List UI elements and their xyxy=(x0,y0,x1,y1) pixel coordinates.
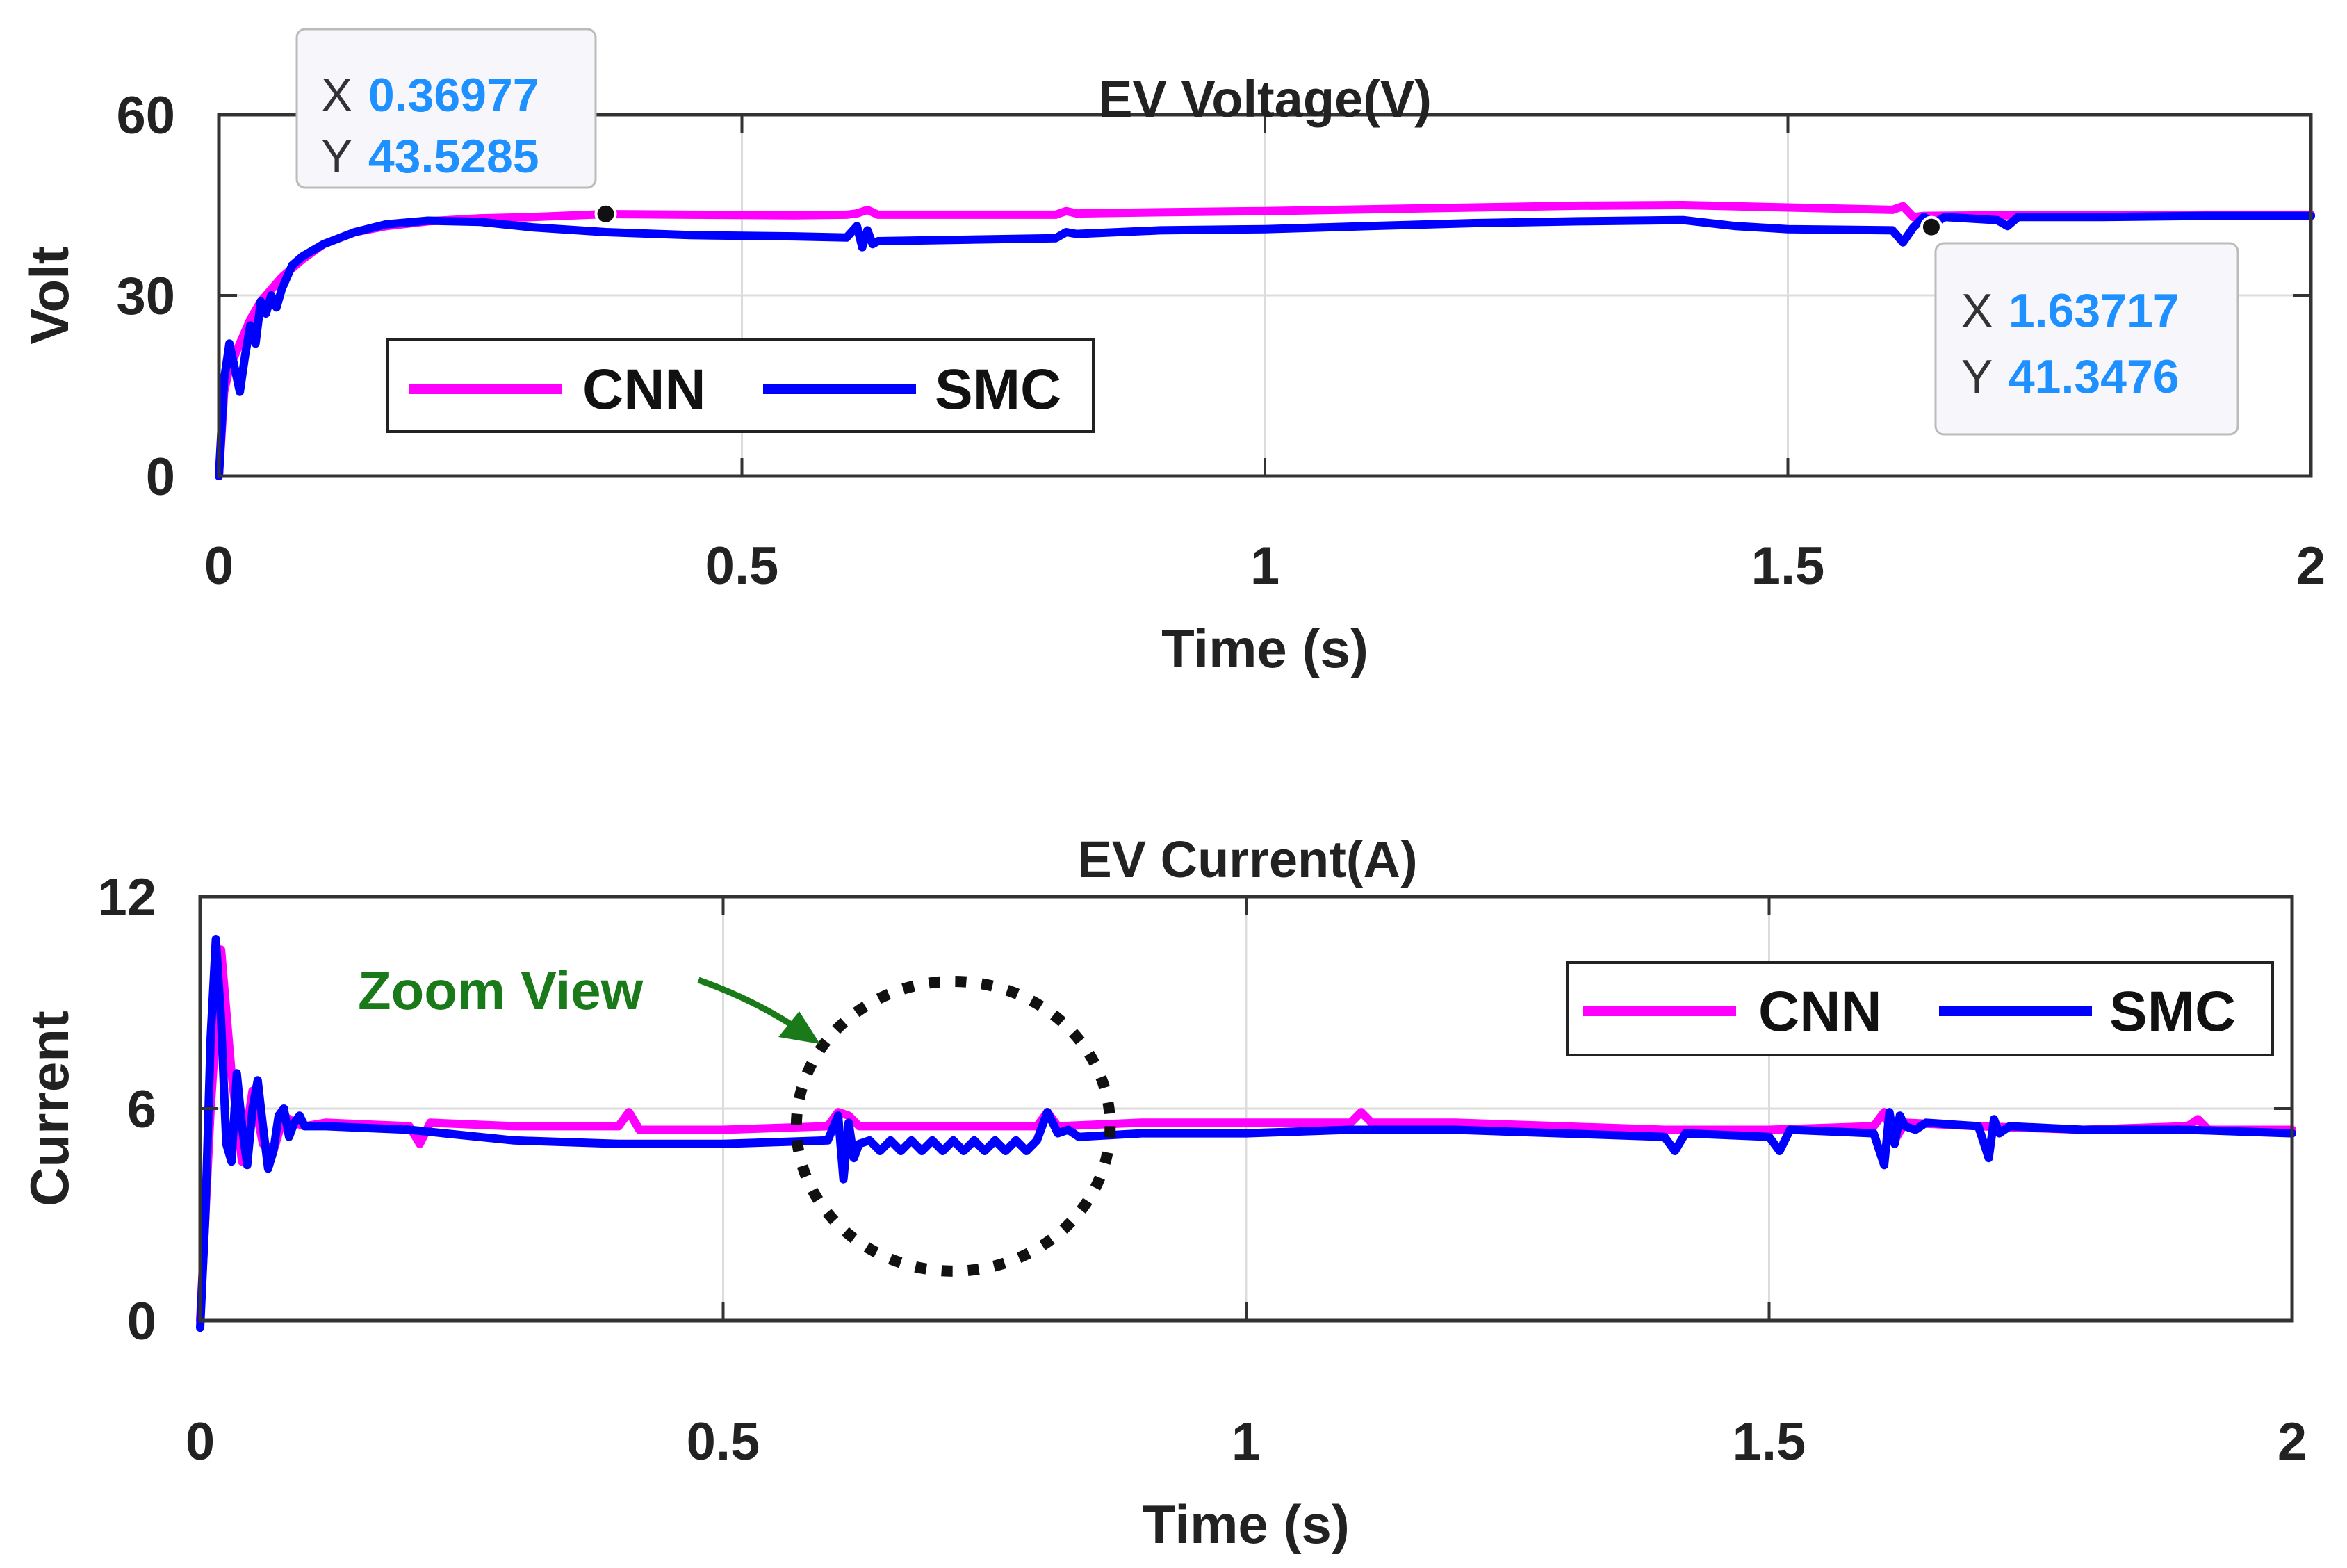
current-y-tick-label: 0 xyxy=(127,1292,156,1351)
voltage-datatip-1-box xyxy=(295,28,597,189)
voltage-x-tick-label: 0.5 xyxy=(705,537,779,596)
voltage-datatip-1-x-label: X xyxy=(321,69,352,122)
voltage-datatip-2-x-value: 1.63717 xyxy=(2009,284,2180,337)
voltage-chart: 0 0.5 1 1.5 2 0 30 60 EV Voltage(V) Time (s) Vo… xyxy=(19,28,2325,679)
current-x-tick-label: 0.5 xyxy=(687,1412,760,1471)
current-legend-smc-label: SMC xyxy=(2109,980,2236,1043)
voltage-datatip-2-x-row: X 1.63717 xyxy=(1961,284,2180,337)
voltage-y-axis-label: Volt xyxy=(19,246,80,345)
voltage-y-tick-label: 0 xyxy=(146,448,175,507)
current-x-tick-label: 2 xyxy=(2278,1412,2307,1471)
voltage-datatip-2-y-value: 41.3476 xyxy=(2009,350,2180,403)
current-x-tick-label: 0 xyxy=(186,1412,215,1471)
voltage-datatip-2-y-row: Y 41.3476 xyxy=(1961,350,2180,403)
current-chart-title: EV Current(A) xyxy=(1077,831,1417,888)
voltage-x-tick-label: 2 xyxy=(2296,537,2325,596)
zoom-view-circle xyxy=(790,976,1116,1277)
current-chart: 0 0.5 1 1.5 2 0 6 12 EV Current(A) Time (s) Cur… xyxy=(19,831,2307,1555)
current-y-tick-label: 6 xyxy=(127,1080,156,1139)
voltage-datatip-2-marker[interactable] xyxy=(1920,215,1943,238)
voltage-x-axis-label: Time (s) xyxy=(1161,618,1368,679)
voltage-legend[interactable]: CNN SMC xyxy=(386,338,1095,433)
zoom-view-arrowhead xyxy=(778,1011,820,1044)
voltage-datatip-1[interactable]: X 0.36977 Y 43.5285 xyxy=(295,28,617,225)
zoom-view-label: Zoom View xyxy=(358,960,644,1021)
voltage-datatip-2-box xyxy=(1934,242,2239,436)
voltage-datatip-1-y-label: Y xyxy=(321,130,352,183)
current-x-axis-label: Time (s) xyxy=(1143,1494,1350,1555)
current-series-smc xyxy=(196,935,2296,1332)
voltage-y-tick-label: 30 xyxy=(116,267,175,326)
current-x-tick-label: 1.5 xyxy=(1733,1412,1806,1471)
current-y-tick-label: 12 xyxy=(97,868,156,927)
voltage-chart-title: EV Voltage(V) xyxy=(1098,70,1432,128)
voltage-series-cnn xyxy=(215,201,2315,480)
voltage-legend-cnn-label: CNN xyxy=(582,358,706,421)
current-legend-cnn-label: CNN xyxy=(1758,980,1882,1043)
voltage-legend-smc-label: SMC xyxy=(935,358,1061,421)
voltage-ticks: 0 0.5 1 1.5 2 0 30 60 xyxy=(116,86,2325,596)
current-series xyxy=(196,935,2296,1332)
voltage-y-tick-label: 60 xyxy=(116,86,175,145)
voltage-datatip-2-y-label: Y xyxy=(1961,350,1993,403)
voltage-x-tick-label: 1.5 xyxy=(1751,537,1825,596)
voltage-datatip-1-y-value: 43.5285 xyxy=(368,130,539,183)
current-legend[interactable]: CNN SMC xyxy=(1566,961,2274,1056)
current-x-tick-label: 1 xyxy=(1232,1412,1261,1471)
zoom-view-annotation: Zoom View xyxy=(358,960,1116,1277)
voltage-series xyxy=(215,201,2315,480)
voltage-datatip-2[interactable]: X 1.63717 Y 41.3476 xyxy=(1920,215,2239,436)
voltage-datatip-1-x-value: 0.36977 xyxy=(368,69,539,122)
voltage-series-smc xyxy=(215,211,2315,480)
current-ticks: 0 0.5 1 1.5 2 0 6 12 xyxy=(97,868,2307,1471)
voltage-datatip-1-y-row: Y 43.5285 xyxy=(321,130,539,183)
current-y-axis-label: Current xyxy=(19,1011,80,1207)
voltage-datatip-1-x-row: X 0.36977 xyxy=(321,69,539,122)
voltage-datatip-2-x-label: X xyxy=(1961,284,1993,337)
voltage-x-tick-label: 0 xyxy=(204,537,234,596)
voltage-datatip-1-marker[interactable] xyxy=(594,202,617,225)
voltage-x-tick-label: 1 xyxy=(1250,537,1279,596)
